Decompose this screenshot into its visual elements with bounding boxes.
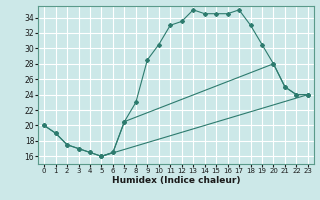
X-axis label: Humidex (Indice chaleur): Humidex (Indice chaleur) bbox=[112, 176, 240, 185]
